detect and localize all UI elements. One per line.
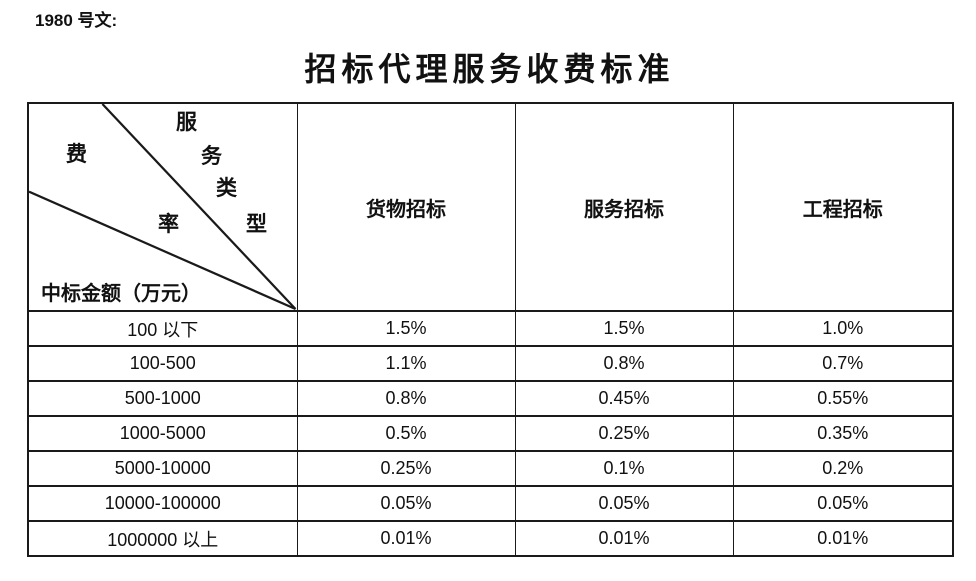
table-row: 100-500 1.1% 0.8% 0.7% <box>27 345 954 382</box>
row-range-label: 1000-5000 <box>27 415 298 452</box>
table-row: 100 以下 1.5% 1.5% 1.0% <box>27 310 954 347</box>
rate-cell: 0.01% <box>732 520 954 557</box>
column-header-service: 服务招标 <box>514 102 734 312</box>
doc-reference-label: 1980 号文: <box>35 11 118 30</box>
corner-label-service-char-1: 服 <box>176 110 197 134</box>
rate-cell: 0.2% <box>732 450 954 487</box>
rate-cell: 0.01% <box>514 520 734 557</box>
rate-cell: 0.05% <box>514 485 734 522</box>
rate-cell: 0.55% <box>732 380 954 417</box>
table-row: 5000-10000 0.25% 0.1% 0.2% <box>27 450 954 487</box>
rate-cell: 1.5% <box>514 310 734 347</box>
fee-rate-table: 服 务 类 型 费 率 中标金额（万元） 货物招标 服务招标 工程招标 100 … <box>27 102 954 557</box>
rate-cell: 1.5% <box>296 310 516 347</box>
rate-cell: 1.0% <box>732 310 954 347</box>
corner-label-rate-char: 率 <box>158 212 179 236</box>
rate-cell: 0.8% <box>296 380 516 417</box>
rate-cell: 0.1% <box>514 450 734 487</box>
table-row: 10000-100000 0.05% 0.05% 0.05% <box>27 485 954 522</box>
table-row: 1000000 以上 0.01% 0.01% 0.01% <box>27 520 954 557</box>
table-row: 1000-5000 0.5% 0.25% 0.35% <box>27 415 954 452</box>
diagonal-lines <box>29 104 297 310</box>
rate-cell: 0.25% <box>296 450 516 487</box>
row-range-label: 100 以下 <box>27 310 298 347</box>
table-row: 500-1000 0.8% 0.45% 0.55% <box>27 380 954 417</box>
row-range-label: 1000000 以上 <box>27 520 298 557</box>
corner-label-fee-char: 费 <box>66 142 87 166</box>
corner-label-service-char-2: 务 <box>201 144 222 168</box>
row-range-label: 500-1000 <box>27 380 298 417</box>
rate-cell: 1.1% <box>296 345 516 382</box>
rate-cell: 0.8% <box>514 345 734 382</box>
corner-label-bid-amount: 中标金额（万元） <box>41 283 201 305</box>
rate-cell: 0.7% <box>732 345 954 382</box>
rate-cell: 0.45% <box>514 380 734 417</box>
row-range-label: 100-500 <box>27 345 298 382</box>
rate-cell: 0.05% <box>732 485 954 522</box>
table-header-row: 服 务 类 型 费 率 中标金额（万元） 货物招标 服务招标 工程招标 <box>27 102 954 312</box>
corner-label-service-char-3: 类 <box>216 176 237 200</box>
rate-cell: 0.5% <box>296 415 516 452</box>
corner-label-service-char-4: 型 <box>246 212 267 236</box>
rate-cell: 0.05% <box>296 485 516 522</box>
row-range-label: 10000-100000 <box>27 485 298 522</box>
rate-cell: 0.35% <box>732 415 954 452</box>
diagonal-corner-cell: 服 务 类 型 费 率 中标金额（万元） <box>27 102 298 312</box>
page-title: 招标代理服务收费标准 <box>304 51 675 87</box>
rate-cell: 0.25% <box>514 415 734 452</box>
column-header-goods: 货物招标 <box>296 102 516 312</box>
row-range-label: 5000-10000 <box>27 450 298 487</box>
column-header-engineering: 工程招标 <box>732 102 954 312</box>
rate-cell: 0.01% <box>296 520 516 557</box>
